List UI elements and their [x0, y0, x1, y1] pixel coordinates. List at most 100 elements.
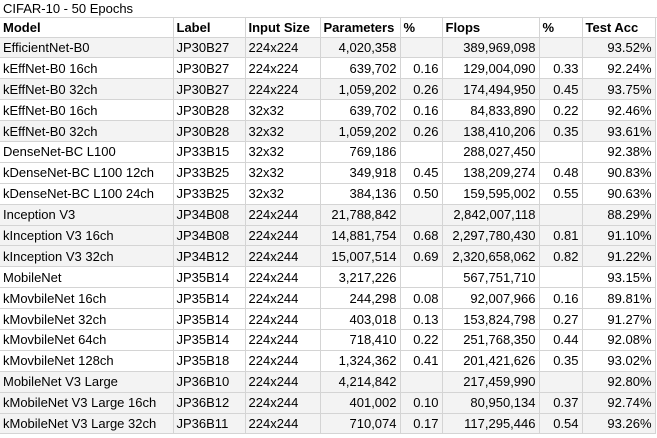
cell-model[interactable]: kInception V3 32ch	[0, 245, 174, 268]
cell-input-size[interactable]: 224x244	[245, 204, 321, 226]
cell-test-acc[interactable]: 93.52%	[582, 37, 656, 59]
cell-flops-percent[interactable]: 0.82	[539, 245, 583, 268]
cell-model[interactable]: kEffNet-B0 32ch	[0, 120, 174, 142]
cell-flops-percent[interactable]: 0.45	[539, 78, 583, 101]
cell-model[interactable]: MobileNet	[0, 266, 174, 289]
cell-test-acc[interactable]: 92.80%	[582, 371, 656, 393]
cell-parameters[interactable]: 401,002	[320, 392, 401, 414]
cell-parameters[interactable]: 1,059,202	[320, 120, 401, 142]
cell-input-size[interactable]: 224x224	[245, 78, 321, 101]
cell-flops-percent[interactable]: 0.27	[539, 308, 583, 330]
cell-model[interactable]: kDenseNet-BC L100 24ch	[0, 183, 174, 205]
cell-test-acc[interactable]: 91.10%	[582, 225, 656, 247]
cell-parameters[interactable]: 403,018	[320, 308, 401, 330]
cell-flops-percent[interactable]: 0.54	[539, 413, 583, 435]
cell-parameters[interactable]: 349,918	[320, 162, 401, 184]
header-input-size[interactable]: Input Size	[245, 18, 321, 38]
cell-input-size[interactable]: 224x244	[245, 413, 321, 435]
cell-input-size[interactable]: 224x224	[245, 57, 321, 80]
cell-flops-percent[interactable]: 0.37	[539, 392, 583, 414]
cell-flops-percent[interactable]: 0.44	[539, 329, 583, 351]
cell-label[interactable]: JP35B18	[173, 350, 246, 372]
cell-test-acc[interactable]: 88.29%	[582, 204, 656, 226]
cell-parameters[interactable]: 639,702	[320, 57, 401, 80]
cell-flops[interactable]: 288,027,450	[442, 141, 540, 163]
cell-label[interactable]: JP30B27	[173, 37, 246, 59]
header-model[interactable]: Model	[0, 18, 174, 38]
cell-input-size[interactable]: 224x244	[245, 308, 321, 330]
cell-params-percent[interactable]: 0.68	[400, 225, 443, 247]
cell-params-percent[interactable]	[400, 204, 443, 226]
cell-label[interactable]: JP36B11	[173, 413, 246, 435]
header-parameters[interactable]: Parameters	[320, 18, 401, 38]
cell-params-percent[interactable]	[400, 141, 443, 163]
cell-parameters[interactable]: 21,788,842	[320, 204, 401, 226]
cell-input-size[interactable]: 32x32	[245, 99, 321, 122]
cell-parameters[interactable]: 3,217,226	[320, 266, 401, 289]
cell-model[interactable]: EfficientNet-B0	[0, 37, 174, 59]
cell-flops[interactable]: 92,007,966	[442, 287, 540, 310]
cell-flops-percent[interactable]: 0.35	[539, 120, 583, 142]
cell-flops[interactable]: 138,410,206	[442, 120, 540, 142]
cell-label[interactable]: JP34B08	[173, 204, 246, 226]
cell-input-size[interactable]: 224x244	[245, 266, 321, 289]
cell-parameters[interactable]: 4,214,842	[320, 371, 401, 393]
cell-label[interactable]: JP34B08	[173, 225, 246, 247]
cell-test-acc[interactable]: 92.74%	[582, 392, 656, 414]
cell-flops[interactable]: 217,459,990	[442, 371, 540, 393]
cell-parameters[interactable]: 710,074	[320, 413, 401, 435]
cell-label[interactable]: JP33B15	[173, 141, 246, 163]
cell-parameters[interactable]: 14,881,754	[320, 225, 401, 247]
cell-label[interactable]: JP34B12	[173, 245, 246, 268]
cell-input-size[interactable]: 224x244	[245, 392, 321, 414]
cell-test-acc[interactable]: 93.61%	[582, 120, 656, 142]
cell-label[interactable]: JP35B14	[173, 266, 246, 289]
cell-flops[interactable]: 567,751,710	[442, 266, 540, 289]
cell-model[interactable]: kEffNet-B0 16ch	[0, 99, 174, 122]
cell-test-acc[interactable]: 92.24%	[582, 57, 656, 80]
cell-flops-percent[interactable]: 0.33	[539, 57, 583, 80]
cell-input-size[interactable]: 32x32	[245, 183, 321, 205]
cell-parameters[interactable]: 718,410	[320, 329, 401, 351]
cell-label[interactable]: JP30B28	[173, 120, 246, 142]
cell-parameters[interactable]: 15,007,514	[320, 245, 401, 268]
cell-flops[interactable]: 138,209,274	[442, 162, 540, 184]
cell-label[interactable]: JP36B12	[173, 392, 246, 414]
cell-input-size[interactable]: 224x224	[245, 37, 321, 59]
cell-params-percent[interactable]: 0.22	[400, 329, 443, 351]
cell-model[interactable]: kEffNet-B0 16ch	[0, 57, 174, 80]
cell-input-size[interactable]: 32x32	[245, 120, 321, 142]
cell-flops[interactable]: 2,320,658,062	[442, 245, 540, 268]
cell-params-percent[interactable]: 0.16	[400, 99, 443, 122]
cell-test-acc[interactable]: 91.27%	[582, 308, 656, 330]
cell-parameters[interactable]: 1,324,362	[320, 350, 401, 372]
cell-parameters[interactable]: 384,136	[320, 183, 401, 205]
cell-parameters[interactable]: 4,020,358	[320, 37, 401, 59]
cell-params-percent[interactable]: 0.26	[400, 78, 443, 101]
cell-parameters[interactable]: 244,298	[320, 287, 401, 310]
cell-flops-percent[interactable]: 0.81	[539, 225, 583, 247]
cell-params-percent[interactable]: 0.16	[400, 57, 443, 80]
cell-flops[interactable]: 117,295,446	[442, 413, 540, 435]
cell-label[interactable]: JP35B14	[173, 308, 246, 330]
cell-input-size[interactable]: 224x244	[245, 371, 321, 393]
cell-model[interactable]: DenseNet-BC L100	[0, 141, 174, 163]
cell-params-percent[interactable]: 0.17	[400, 413, 443, 435]
cell-params-percent[interactable]: 0.45	[400, 162, 443, 184]
cell-params-percent[interactable]: 0.69	[400, 245, 443, 268]
cell-parameters[interactable]: 1,059,202	[320, 78, 401, 101]
cell-label[interactable]: JP30B27	[173, 57, 246, 80]
cell-flops[interactable]: 80,950,134	[442, 392, 540, 414]
cell-test-acc[interactable]: 91.22%	[582, 245, 656, 268]
cell-input-size[interactable]: 224x244	[245, 350, 321, 372]
cell-model[interactable]: kEffNet-B0 32ch	[0, 78, 174, 101]
cell-flops-percent[interactable]: 0.22	[539, 99, 583, 122]
cell-flops[interactable]: 389,969,098	[442, 37, 540, 59]
cell-input-size[interactable]: 224x244	[245, 225, 321, 247]
cell-test-acc[interactable]: 93.02%	[582, 350, 656, 372]
cell-flops[interactable]: 2,842,007,118	[442, 204, 540, 226]
cell-flops[interactable]: 84,833,890	[442, 99, 540, 122]
header-label[interactable]: Label	[173, 18, 246, 38]
cell-model[interactable]: kMovbileNet 32ch	[0, 308, 174, 330]
cell-label[interactable]: JP33B25	[173, 183, 246, 205]
